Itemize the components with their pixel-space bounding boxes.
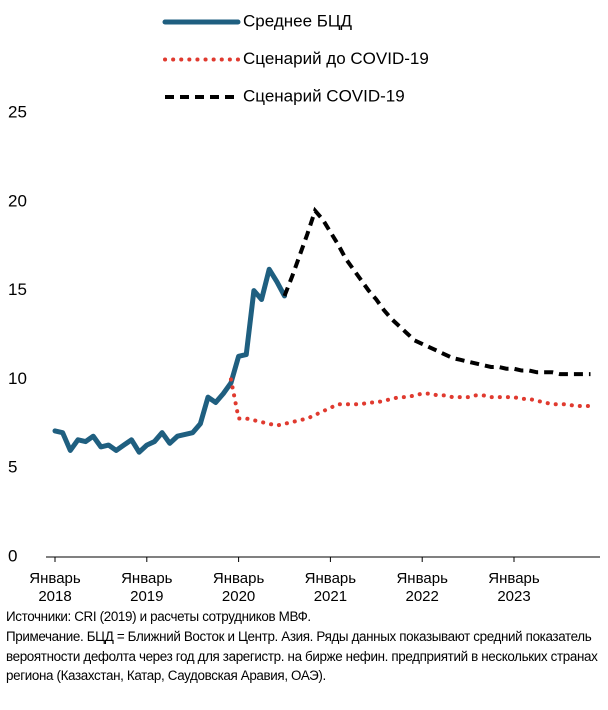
x-tick-label: Январь 2020 [212, 570, 265, 605]
series-line [52, 266, 287, 455]
y-tick-label: 15 [8, 280, 27, 299]
x-tick-label: Январь 2019 [121, 570, 173, 605]
y-tick-label: 20 [8, 191, 27, 210]
series-line [228, 377, 593, 428]
legend-label: Сценарий COVID-19 [243, 86, 405, 105]
legend-label: Сценарий до COVID-19 [243, 49, 429, 68]
x-tick-label: Январь 2023 [488, 570, 540, 605]
y-tick-label: 25 [8, 102, 27, 121]
x-tick-label: Январь 2021 [304, 570, 357, 605]
y-tick-label: 0 [8, 546, 17, 565]
x-tick-label: Январь 2018 [29, 570, 81, 605]
y-tick-label: 5 [8, 458, 17, 477]
x-tick-label: Январь 2022 [396, 570, 448, 605]
legend-label: Среднее БЦД [243, 11, 352, 30]
y-tick-label: 10 [8, 369, 27, 388]
source: Источники: CRI (2019) и расчеты сотрудни… [6, 609, 311, 624]
chart: 0 5 10 15 20 25 Среднее БЦД Сценарий до COVID-1… [8, 11, 600, 565]
series-line [282, 206, 591, 377]
note: Примечание. БЦД = Ближний Восток и Центр… [6, 629, 598, 683]
